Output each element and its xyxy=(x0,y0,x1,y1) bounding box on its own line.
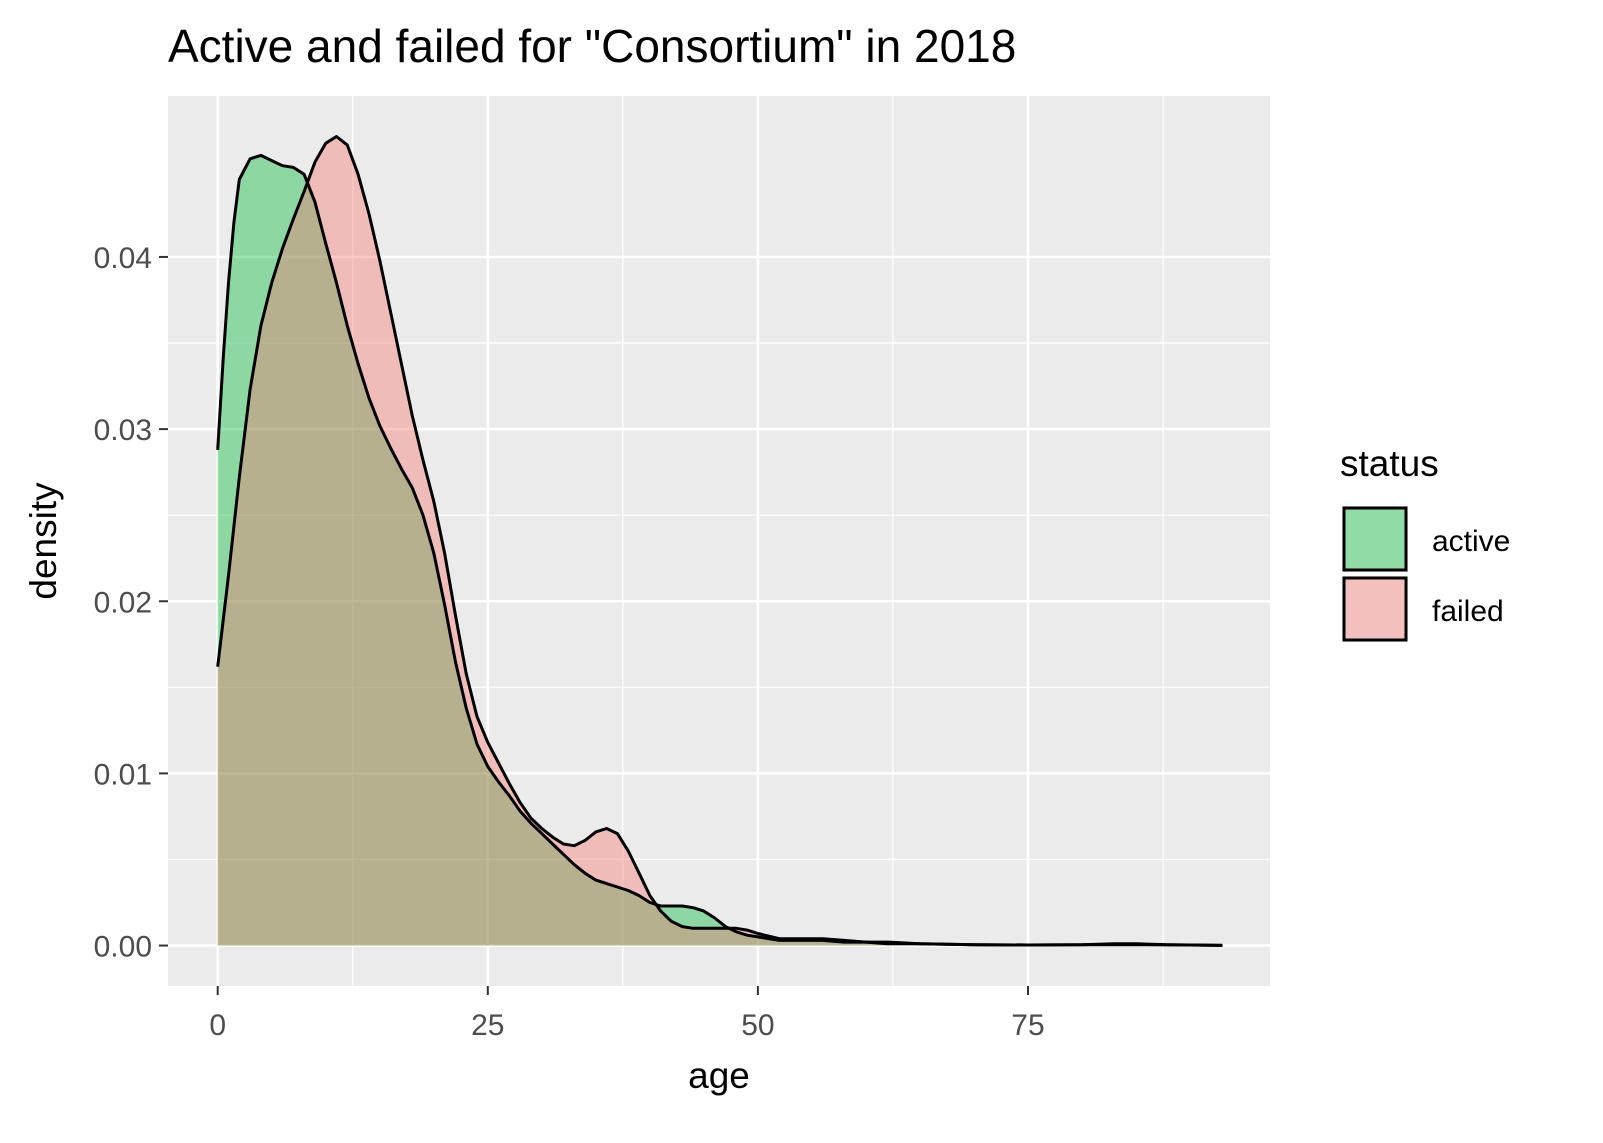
legend-swatch-failed xyxy=(1342,576,1408,642)
y-tick-label: 0.02 xyxy=(94,586,152,619)
y-tick-label: 0.00 xyxy=(94,931,152,964)
legend-swatch-active xyxy=(1342,506,1408,572)
legend-keys: active failed xyxy=(1342,506,1510,642)
x-tick-label: 0 xyxy=(209,1009,226,1042)
density-line-failed xyxy=(216,135,1223,947)
legend-key-background xyxy=(1342,506,1408,572)
legend: status active failed xyxy=(1340,443,1510,642)
legend-title: status xyxy=(1340,443,1439,484)
plot-panel xyxy=(168,96,1270,986)
legend-label: failed xyxy=(1432,595,1504,628)
legend-key-background xyxy=(1342,576,1408,642)
density-area-failed xyxy=(217,136,1223,946)
y-tick-label: 0.01 xyxy=(94,758,152,791)
y-tick-label: 0.04 xyxy=(94,242,152,275)
x-tick-label: 25 xyxy=(471,1009,504,1042)
y-axis: 0.00 0.01 0.02 0.03 0.04 xyxy=(94,242,168,964)
density-line-active xyxy=(216,153,1223,947)
x-axis-title: age xyxy=(688,1055,750,1096)
chart-title: Active and failed for "Consortium" in 20… xyxy=(168,20,1016,72)
legend-item-failed: failed xyxy=(1342,576,1504,642)
density-outlines xyxy=(216,135,1223,947)
x-tick-label: 75 xyxy=(1011,1009,1044,1042)
y-tick-label: 0.03 xyxy=(94,414,152,447)
density-areas xyxy=(217,136,1223,946)
grid-lines xyxy=(168,96,1270,986)
density-area-active xyxy=(217,155,1223,946)
x-tick-label: 50 xyxy=(741,1009,774,1042)
legend-item-active: active xyxy=(1342,506,1510,572)
legend-label: active xyxy=(1432,525,1510,558)
y-axis-title: density xyxy=(23,482,64,600)
x-axis: 0 25 50 75 xyxy=(209,986,1045,1042)
